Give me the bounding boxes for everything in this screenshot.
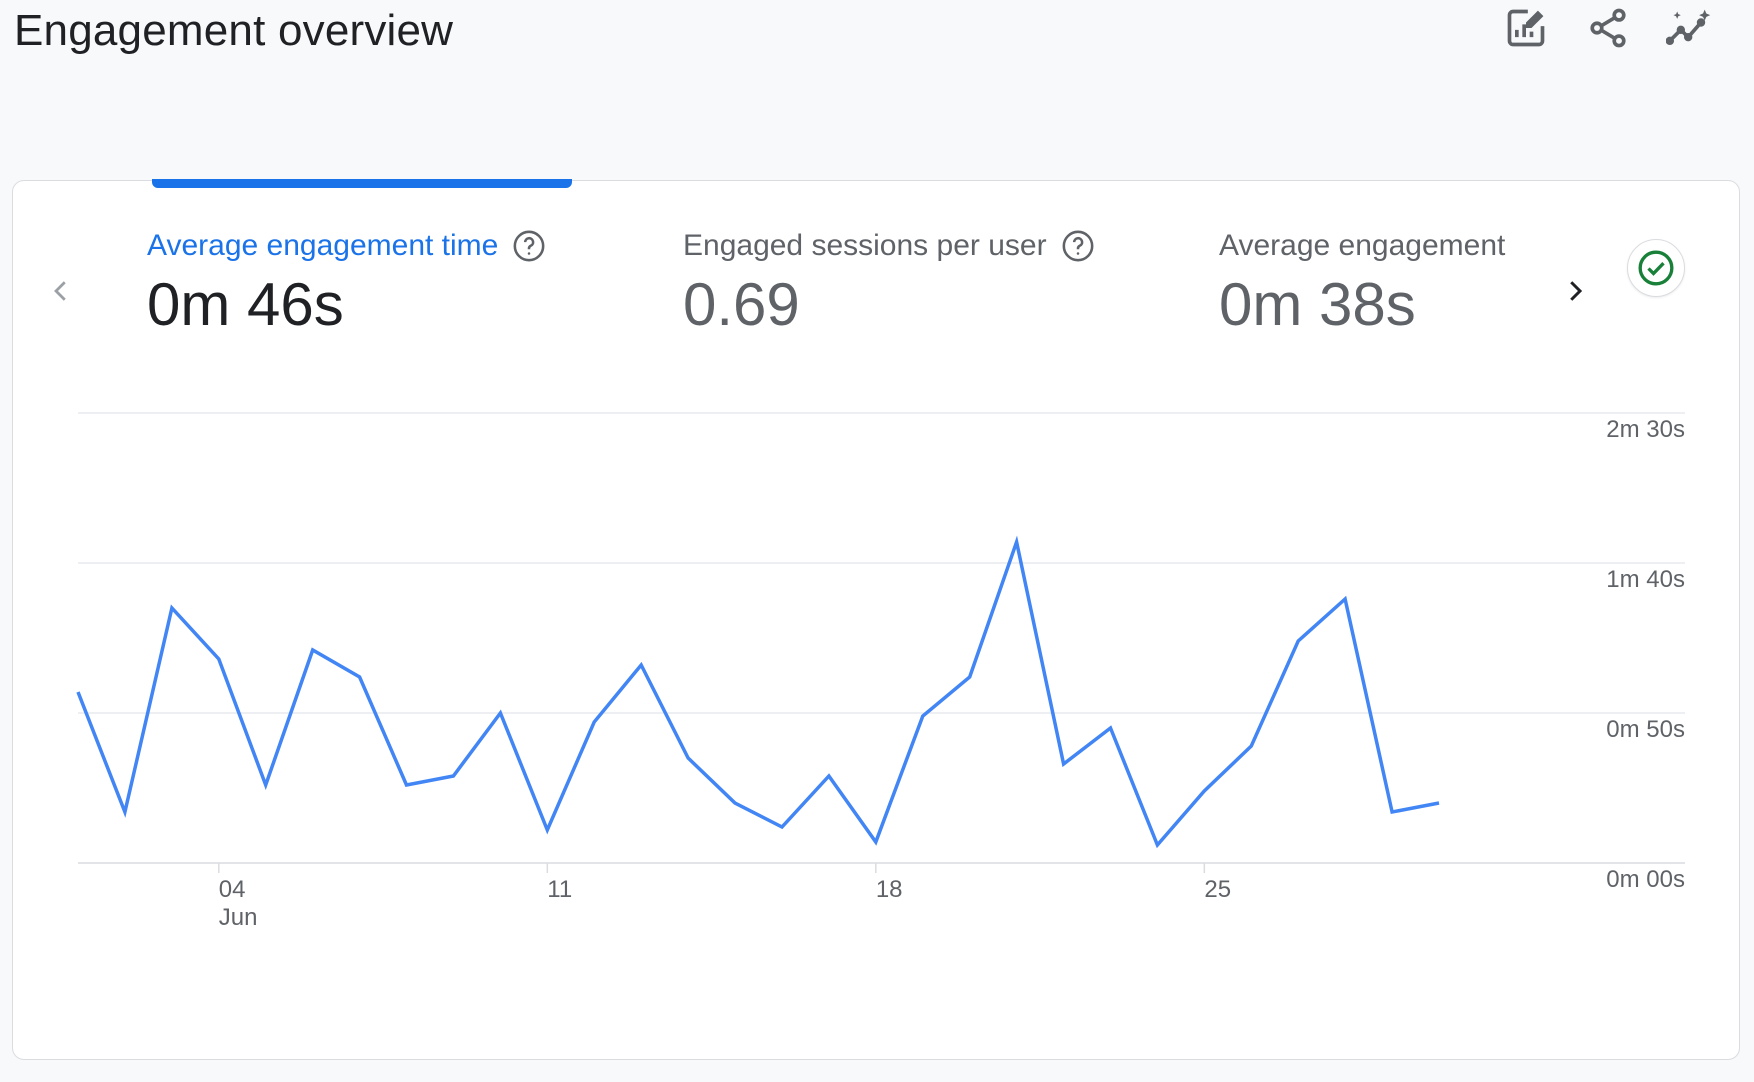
- check-circle-icon: [1638, 250, 1674, 286]
- metric-tab-avg-engagement[interactable]: Average engagement 0m 38s: [1219, 229, 1505, 335]
- metric-label-text: Engaged sessions per user: [683, 229, 1047, 262]
- metric-label: Average engagement time: [147, 229, 546, 263]
- metric-label: Average engagement: [1219, 229, 1505, 263]
- metric-value: 0m 46s: [147, 271, 344, 338]
- metric-tab-engaged-sessions[interactable]: Engaged sessions per user 0.69: [683, 229, 1095, 335]
- header-actions: [1500, 2, 1716, 54]
- x-tick-label: 18: [876, 876, 903, 903]
- series-line: [76, 535, 1440, 849]
- x-tick-sublabel: Jun: [219, 904, 258, 931]
- chevron-right-icon: [1570, 281, 1583, 301]
- x-tick-label: 04: [219, 876, 246, 903]
- prev-metrics-button[interactable]: [39, 269, 83, 313]
- y-tick-label: 1m 40s: [1606, 566, 1685, 593]
- edit-report-icon[interactable]: [1500, 2, 1552, 54]
- x-tick-label: 11: [547, 876, 572, 903]
- x-tick-label: 25: [1204, 876, 1231, 903]
- metric-tab-avg-engagement-time[interactable]: Average engagement time 0m 46s: [147, 229, 546, 335]
- y-tick-label: 2m 30s: [1606, 416, 1685, 443]
- help-icon[interactable]: [1061, 229, 1095, 263]
- active-tab-indicator: [152, 179, 572, 188]
- metric-value: 0.69: [683, 271, 800, 338]
- metric-label-text: Average engagement time: [147, 229, 499, 262]
- insights-icon[interactable]: [1664, 2, 1716, 54]
- chevron-left-icon: [54, 281, 66, 301]
- y-tick-label: 0m 00s: [1606, 866, 1685, 893]
- metric-value: 0m 38s: [1219, 271, 1416, 338]
- status-check-badge[interactable]: [1627, 239, 1685, 297]
- metric-label-text: Average engagement: [1219, 229, 1506, 262]
- page-title: Engagement overview: [14, 6, 454, 55]
- engagement-card: Average engagement time 0m 46s Engaged s…: [12, 179, 1740, 1060]
- next-metrics-button[interactable]: [1553, 269, 1597, 313]
- y-tick-label: 0m 50s: [1606, 716, 1685, 743]
- share-icon[interactable]: [1582, 2, 1634, 54]
- metric-label: Engaged sessions per user: [683, 229, 1095, 263]
- help-icon[interactable]: [512, 229, 546, 263]
